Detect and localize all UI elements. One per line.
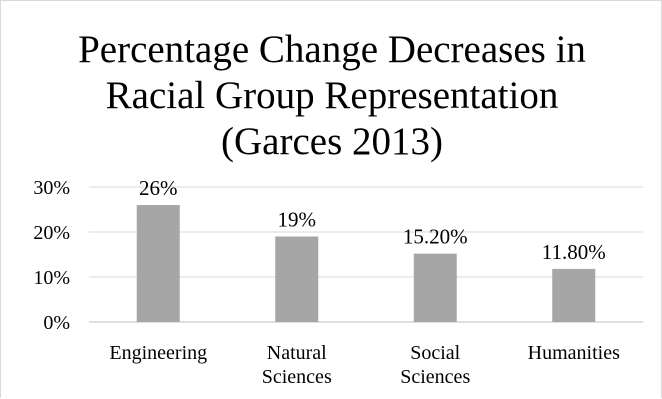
bar	[275, 236, 319, 322]
y-axis-tick-labels: 0% 10% 20% 30%	[33, 177, 70, 334]
y-tick-label: 20%	[33, 222, 70, 244]
category-label: Sciences	[400, 366, 470, 388]
data-labels: 26% 19% 15.20% 11.80%	[139, 176, 606, 264]
bar-value-label: 26%	[139, 176, 178, 200]
x-axis-category-labels: Engineering NaturalSciencesSocialSciences…	[109, 342, 620, 388]
category-label: Social	[410, 342, 460, 364]
y-tick-label: 30%	[33, 177, 70, 199]
category-label: Engineering	[109, 342, 207, 364]
chart-title-line: (Garces 2013)	[221, 120, 443, 163]
chart-title: Percentage Change Decreases in Racial Gr…	[1, 27, 662, 165]
category-label: Sciences	[262, 366, 332, 388]
chart-title-line: Percentage Change Decreases in	[78, 28, 586, 71]
chart-title-line: Racial Group Representation	[105, 74, 559, 117]
bar-value-label: 11.80%	[542, 240, 606, 264]
gridlines	[89, 186, 643, 323]
category-label: Natural	[267, 342, 327, 364]
bar	[552, 268, 596, 322]
bar	[413, 253, 457, 322]
bar	[136, 205, 180, 322]
y-tick-label: 0%	[43, 312, 70, 334]
y-tick-label: 10%	[33, 267, 70, 289]
bar-value-label: 15.20%	[403, 225, 468, 249]
bars	[136, 205, 596, 322]
bar-value-label: 19%	[278, 208, 317, 232]
category-label: Humanities	[528, 342, 620, 364]
